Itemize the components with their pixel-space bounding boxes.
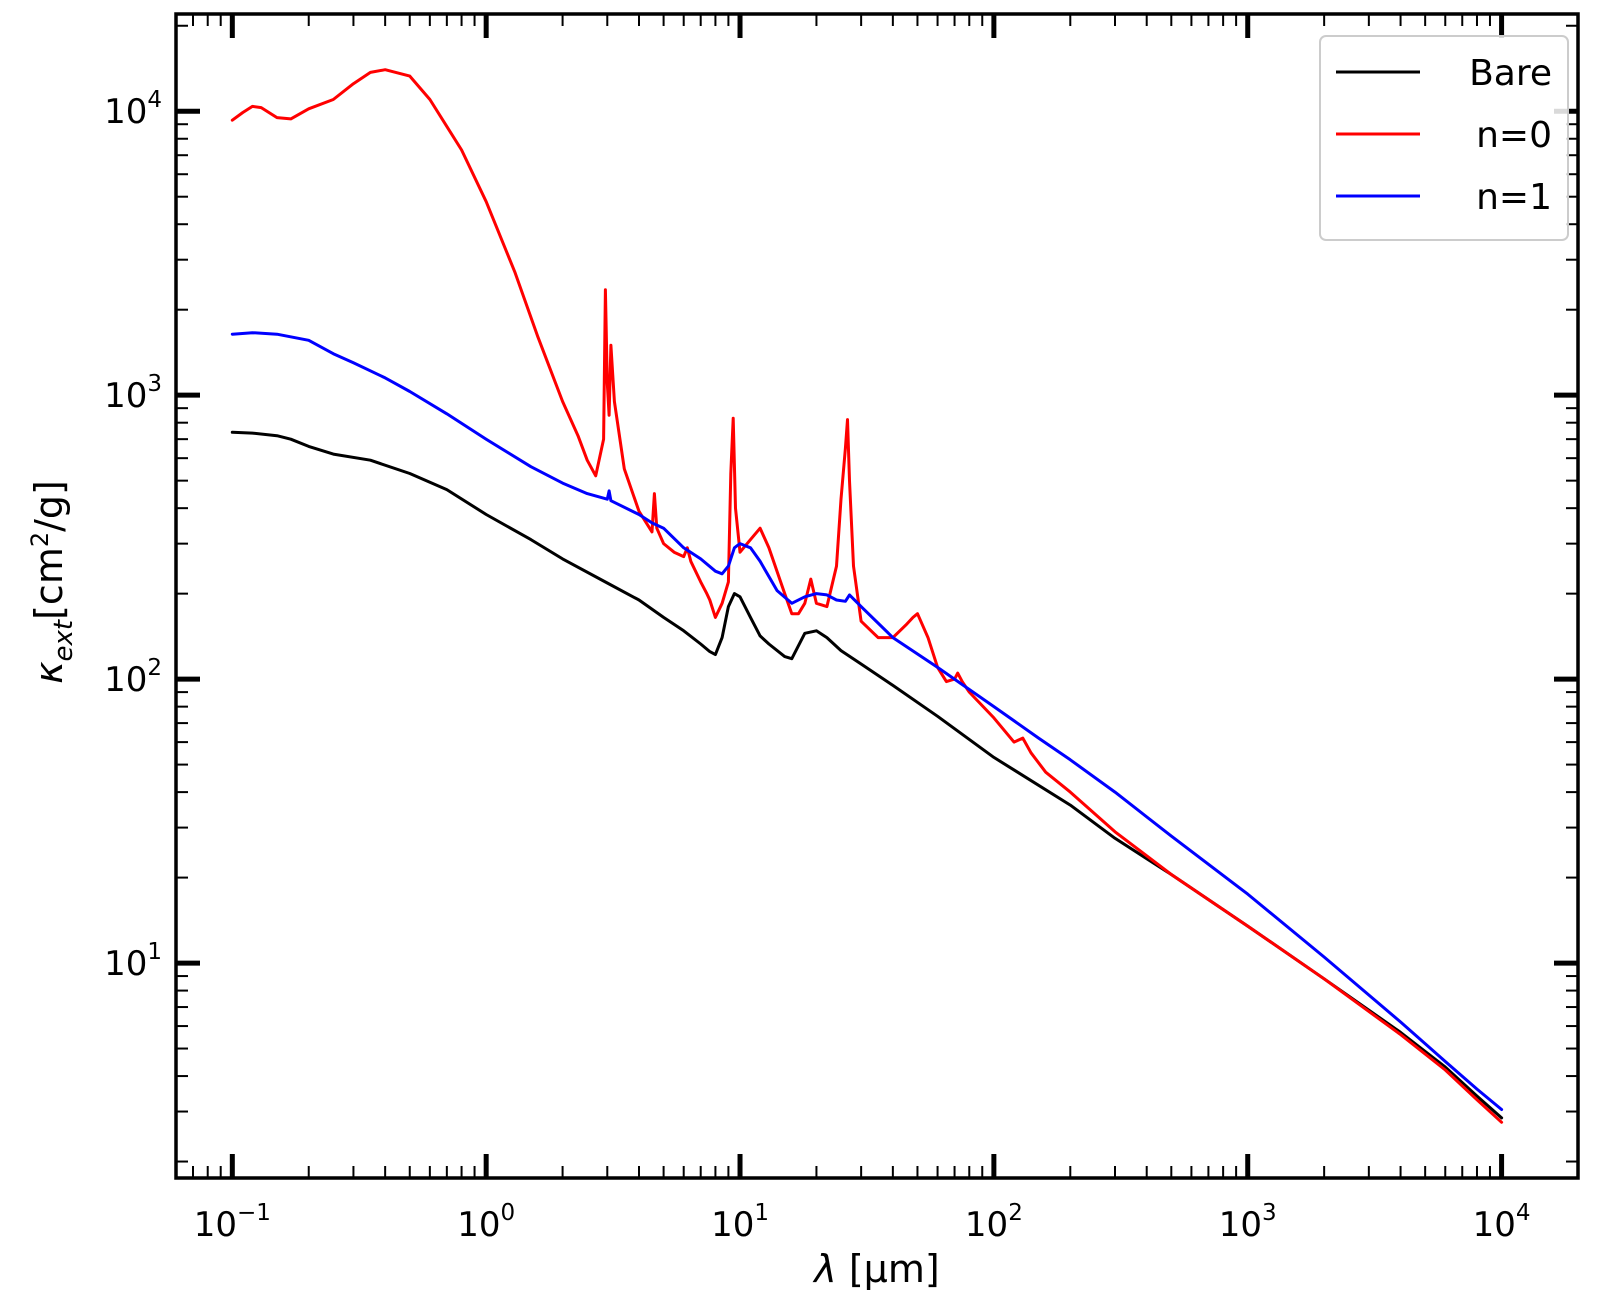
- y-axis-subscript: ext: [49, 619, 79, 661]
- series-line-n-0: [230, 68, 1504, 1124]
- series-line-bare: [230, 430, 1504, 1120]
- series-line-n-1: [230, 331, 1504, 1111]
- x-axis-unit: [μm]: [837, 1247, 940, 1291]
- y-axis-unit-open: [cm: [27, 547, 71, 620]
- plot-frame: [174, 12, 1580, 1180]
- y-axis-unit-close: /g]: [27, 480, 71, 532]
- x-tick-label: 104: [1473, 1200, 1531, 1245]
- y-tick-label: 101: [104, 939, 162, 984]
- x-axis-label: λ [μm]: [812, 1247, 939, 1291]
- x-tick-label: 101: [711, 1200, 769, 1245]
- x-tick-label: 100: [457, 1200, 515, 1245]
- legend-label-n-0: n=0: [1476, 115, 1552, 156]
- x-tick-label: 103: [1219, 1200, 1277, 1245]
- legend-box: [1319, 35, 1569, 241]
- minor-ticks: [175, 14, 1579, 1178]
- y-tick-label: 102: [104, 655, 162, 700]
- y-tick-label: 104: [104, 87, 162, 132]
- legend: Bare n=0 n=1: [1319, 35, 1569, 241]
- y-tick-label: 103: [104, 371, 162, 416]
- y-axis-symbol: κ: [27, 661, 71, 684]
- legend-label-n-1: n=1: [1476, 177, 1552, 218]
- y-axis-superscript: 2: [26, 532, 54, 547]
- x-axis-symbol: λ: [812, 1247, 837, 1291]
- x-tick-label: 102: [965, 1200, 1023, 1245]
- legend-items: Bare n=0 n=1: [1336, 53, 1552, 218]
- x-tick-label: 10−1: [194, 1200, 271, 1245]
- tick-labels: 10−1 100 101 102 103 104 101 102 103 104: [104, 87, 1530, 1245]
- y-axis-label: κext[cm2/g]: [26, 480, 79, 684]
- legend-label-bare: Bare: [1469, 53, 1552, 94]
- series-lines: [230, 68, 1504, 1124]
